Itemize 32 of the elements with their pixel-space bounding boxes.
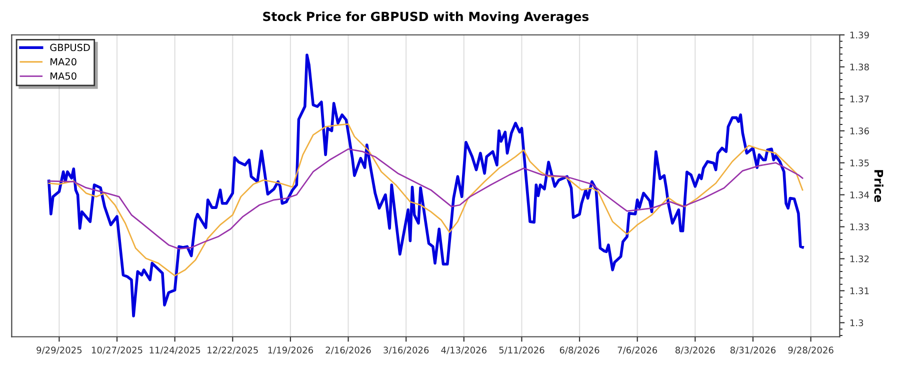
x-tick-label: 9/28/2026 — [788, 346, 834, 354]
x-tick-label: 5/11/2026 — [499, 346, 544, 354]
x-tick-label: 8/31/2026 — [730, 346, 776, 354]
legend-label: GBPUSD — [50, 44, 90, 52]
line-series — [48, 148, 804, 250]
x-tick-label: 8/3/2026 — [676, 346, 715, 354]
x-tick-label: 3/16/2026 — [384, 346, 429, 354]
x-tick-label: 7/6/2026 — [618, 346, 658, 354]
legend-label: MA50 — [50, 72, 76, 80]
x-tick-label: 12/22/2025 — [208, 346, 258, 354]
y-tick-label: 1.39 — [850, 32, 869, 38]
line-series — [48, 123, 804, 276]
x-tick-label: 9/29/2025 — [36, 346, 82, 354]
y-tick-label: 1.34 — [850, 191, 870, 198]
y-tick-label: 1.33 — [850, 223, 869, 230]
legend-label: MA20 — [50, 58, 76, 66]
x-tick-label: 4/13/2026 — [441, 346, 486, 354]
x-tick-label: 11/24/2025 — [150, 346, 200, 354]
chart-title: Stock Price for GBPUSD with Moving Averages — [263, 11, 589, 24]
y-tick-label: 1.37 — [850, 96, 869, 102]
y-tick-label: 1.32 — [850, 255, 869, 262]
x-tick-label: 1/19/2026 — [268, 346, 314, 354]
x-tick-label: 10/27/2025 — [92, 346, 142, 354]
x-tick-label: 2/16/2026 — [326, 346, 371, 354]
y-tick-label: 1.38 — [850, 64, 869, 70]
y-tick-label: 1.31 — [850, 287, 869, 294]
x-tick-label: 6/8/2026 — [560, 346, 600, 354]
y-axis-title: Price — [874, 170, 884, 202]
y-tick-label: 1.3 — [850, 319, 864, 326]
y-tick-label: 1.35 — [850, 160, 869, 166]
line-series — [47, 54, 804, 318]
y-tick-label: 1.36 — [850, 128, 869, 134]
